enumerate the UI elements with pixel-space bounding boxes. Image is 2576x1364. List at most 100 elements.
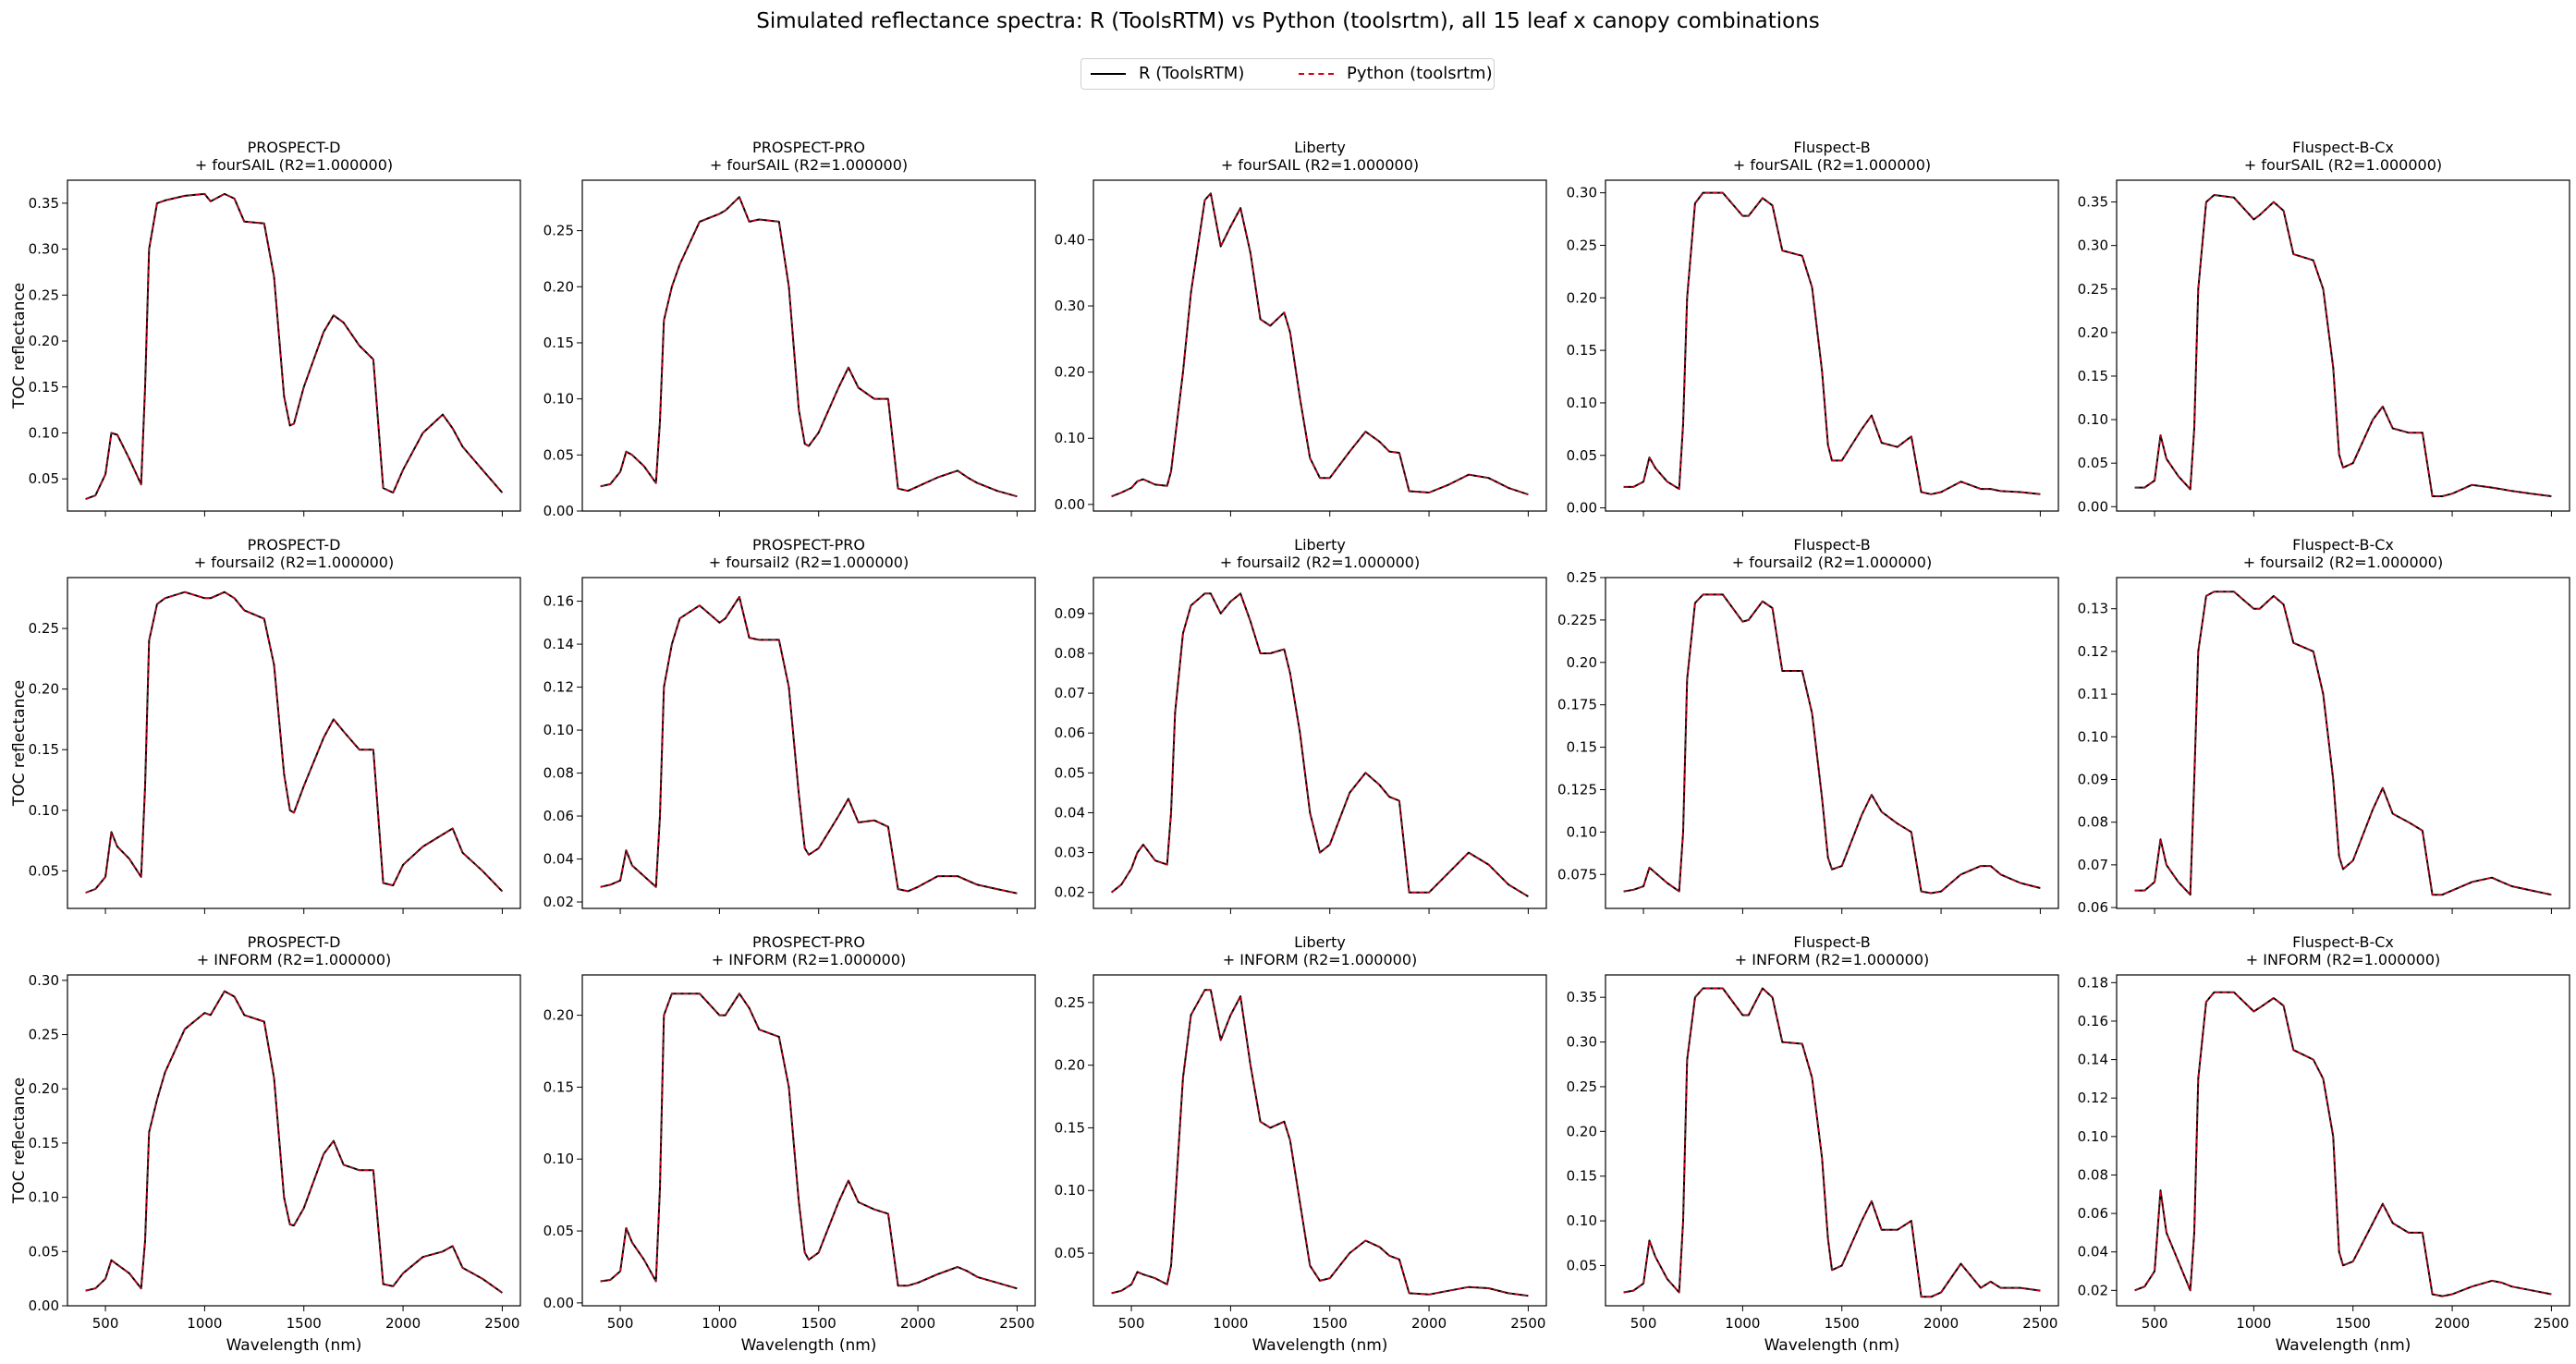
series-line-r	[85, 192, 504, 501]
subplot-title: Fluspect-B	[1793, 139, 1870, 156]
y-tick-label: 0.20	[29, 333, 59, 349]
y-tick-label: 0.15	[29, 379, 59, 396]
subplot-5: Fluspect-B-Cx+ fourSAIL (R2=1.000000) 0.0…	[2078, 139, 2570, 517]
y-tick-label: 0.25	[1567, 1078, 1597, 1095]
y-tick-label: 0.10	[2078, 411, 2108, 428]
subplot-8: Liberty+ foursail2 (R2=1.000000) 0.02 0.03…	[1055, 536, 1547, 914]
plot-frame	[2116, 179, 2570, 512]
series-line-python	[85, 193, 503, 500]
x-tick-label: 1000	[2236, 1315, 2271, 1332]
y-tick-label: 0.07	[2078, 857, 2108, 873]
y-tick-label: 0.20	[29, 1080, 59, 1097]
x-tick-label: 500	[2142, 1315, 2168, 1332]
subplot-15: Fluspect-B-Cx+ INFORM (R2=1.000000) 0.02 0…	[2078, 933, 2570, 1355]
y-tick-label: 0.04	[2078, 1244, 2108, 1260]
plot-frame	[67, 179, 521, 512]
y-tick-label: 0.00	[543, 1295, 574, 1311]
y-tick-label: 0.05	[29, 1243, 59, 1260]
x-axis-label: Wavelength (nm)	[741, 1336, 877, 1355]
y-tick-label: 0.05	[543, 446, 574, 463]
legend-line-r	[1091, 73, 1126, 75]
y-tick-label: 0.00	[543, 503, 574, 519]
y-tick-label: 0.09	[2078, 771, 2108, 787]
y-axis-label: TOC reflectance	[10, 680, 29, 807]
y-tick-label: 0.15	[543, 1078, 574, 1095]
y-tick-label: 0.04	[1055, 804, 1085, 821]
plot-frame	[67, 974, 521, 1307]
series-line-python	[2134, 194, 2552, 497]
subplot-title: PROSPECT-PRO	[752, 933, 865, 951]
x-tick-label: 1500	[1825, 1315, 1860, 1332]
y-tick-label: 0.25	[29, 286, 59, 303]
plot-frame	[1605, 577, 2059, 909]
y-tick-label: 0.20	[543, 1007, 574, 1024]
y-tick-label: 0.05	[2078, 455, 2108, 471]
y-tick-label: 0.10	[1567, 395, 1597, 411]
legend-item-r: R (ToolsRTM)	[1091, 59, 1276, 89]
legend-label-r: R (ToolsRTM)	[1139, 64, 1245, 83]
plot-frame	[2116, 577, 2570, 909]
y-tick-label: 0.06	[1055, 725, 1085, 741]
y-tick-label: 0.15	[1567, 1168, 1597, 1185]
y-tick-label: 0.16	[543, 593, 574, 610]
y-tick-label: 0.08	[2078, 814, 2108, 831]
subplot-title: PROSPECT-D	[248, 139, 341, 156]
y-tick-label: 0.10	[2078, 728, 2108, 745]
x-tick-label: 1500	[287, 1315, 322, 1332]
subplot-title: PROSPECT-D	[248, 933, 341, 951]
x-tick-label: 500	[607, 1315, 634, 1332]
x-tick-label: 2000	[385, 1315, 421, 1332]
x-axis-label: Wavelength (nm)	[1764, 1336, 1900, 1355]
subplot-title: + fourSAIL (R2=1.000000)	[710, 156, 908, 174]
y-tick-label: 0.25	[1055, 994, 1085, 1011]
x-tick-label: 2500	[1510, 1315, 1545, 1332]
subplot-title: + foursail2 (R2=1.000000)	[709, 554, 909, 571]
y-tick-label: 0.05	[29, 862, 59, 879]
y-tick-label: 0.25	[1567, 569, 1597, 586]
x-tick-label: 1000	[1213, 1315, 1248, 1332]
series-line-r	[2134, 194, 2552, 497]
series-line-python	[85, 591, 503, 894]
x-tick-label: 2500	[2022, 1315, 2057, 1332]
y-tick-label: 0.11	[2078, 686, 2108, 702]
subplot-title: Fluspect-B-Cx	[2292, 536, 2394, 554]
y-tick-label: 0.03	[1055, 845, 1085, 861]
y-tick-label: 0.04	[543, 851, 574, 868]
legend-line-python	[1299, 73, 1334, 75]
y-tick-label: 0.25	[543, 223, 574, 239]
y-tick-label: 0.02	[543, 894, 574, 910]
subplot-title: Liberty	[1294, 933, 1346, 951]
y-tick-label: 0.20	[1055, 1057, 1085, 1074]
y-tick-label: 0.20	[2078, 324, 2108, 341]
subplot-title: + INFORM (R2=1.000000)	[1735, 951, 1930, 968]
x-tick-label: 500	[1118, 1315, 1145, 1332]
subplot-12: PROSPECT-PRO+ INFORM (R2=1.000000) 0.00 0.…	[543, 933, 1036, 1355]
series-line-python	[1111, 192, 1529, 497]
y-tick-label: 0.16	[2078, 1013, 2108, 1029]
y-tick-label: 0.15	[29, 1135, 59, 1151]
y-tick-label: 0.05	[543, 1223, 574, 1239]
series-line-r	[1111, 989, 1529, 1297]
y-tick-label: 0.20	[1567, 1123, 1597, 1139]
y-tick-label: 0.02	[1055, 884, 1085, 901]
y-tick-label: 0.15	[1055, 1119, 1085, 1136]
figure-title: Simulated reflectance spectra: R (ToolsR…	[756, 9, 1820, 33]
y-tick-label: 0.14	[543, 636, 574, 652]
x-tick-label: 1500	[801, 1315, 836, 1332]
y-tick-label: 0.25	[29, 1027, 59, 1043]
subplot-title: + INFORM (R2=1.000000)	[1223, 951, 1418, 968]
plot-frame	[1093, 974, 1547, 1307]
x-tick-label: 1000	[187, 1315, 222, 1332]
subplot-title: Liberty	[1294, 139, 1346, 156]
subplot-title: + INFORM (R2=1.000000)	[2246, 951, 2441, 968]
y-tick-label: 0.35	[1567, 989, 1597, 1005]
y-tick-label: 0.08	[543, 765, 574, 782]
series-line-python	[1111, 989, 1529, 1297]
y-tick-label: 0.12	[2078, 1090, 2108, 1106]
legend-label-python: Python (toolsrtm)	[1347, 64, 1493, 83]
y-tick-label: 0.05	[1055, 1245, 1085, 1261]
series-line-python	[600, 196, 1018, 497]
subplot-9: Fluspect-B+ foursail2 (R2=1.000000) 0.075…	[1557, 536, 2059, 914]
series-line-python	[85, 990, 503, 1294]
subplot-title: + fourSAIL (R2=1.000000)	[1221, 156, 1419, 174]
